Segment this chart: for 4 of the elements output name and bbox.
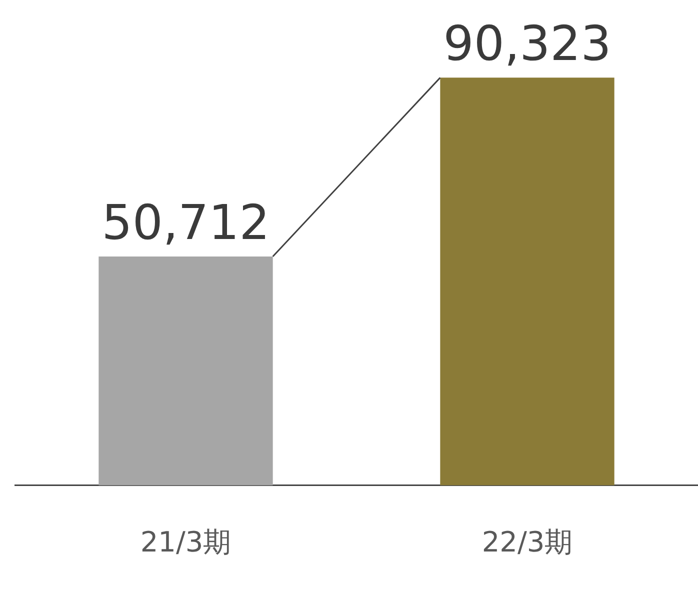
data-label: 90,323 xyxy=(443,16,612,72)
data-label: 50,712 xyxy=(102,194,270,251)
x-tick-label: 21/3期 xyxy=(140,525,232,558)
x-tick-label: 22/3期 xyxy=(482,525,573,558)
